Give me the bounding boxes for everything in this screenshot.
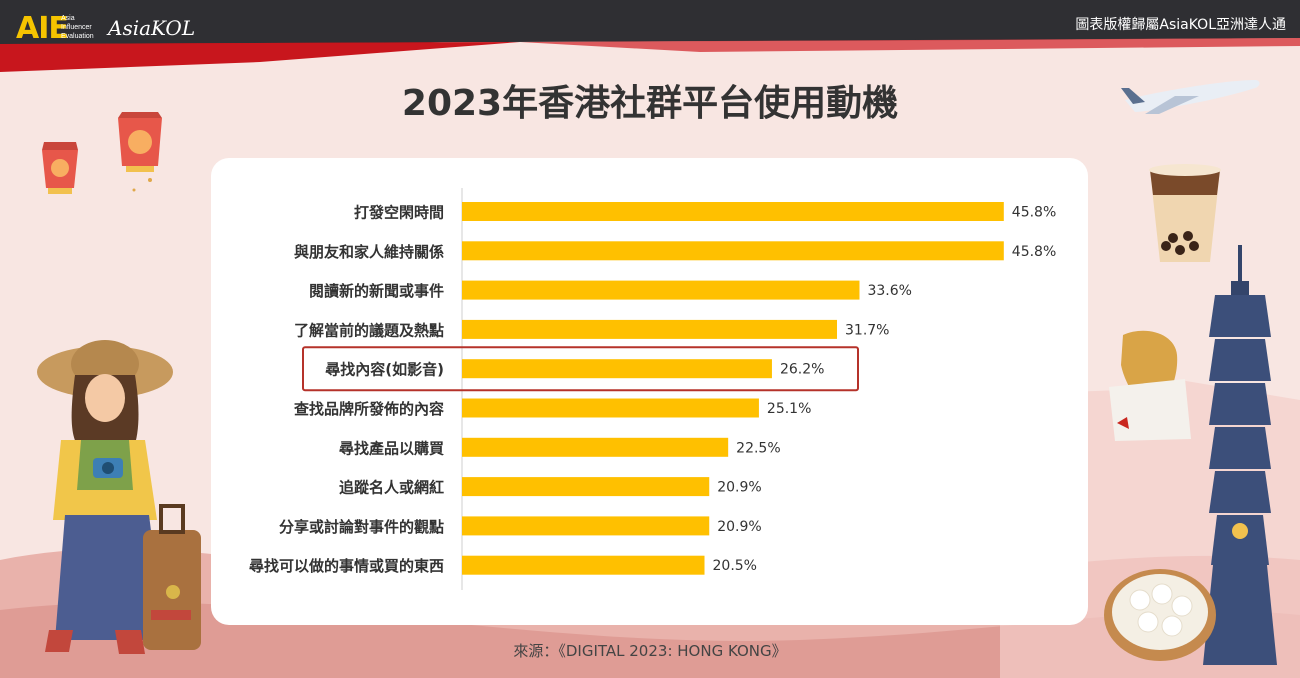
bar [462, 516, 710, 536]
bar [462, 555, 705, 575]
value-label: 20.9% [717, 519, 761, 535]
bar-chart: 打發空閑時間 45.8% 與朋友和家人維持關係 45.8% 閱讀新的新聞或事件 33.6%… [249, 188, 1056, 590]
page-title: 2023年香港社群平台使用動機 [401, 83, 899, 124]
dumplings-icon [1104, 569, 1216, 661]
tower-icon [1203, 245, 1277, 665]
value-label: 45.8% [1012, 244, 1056, 260]
value-label: 33.6% [867, 283, 911, 299]
bar [462, 280, 860, 300]
bar [462, 241, 1004, 261]
asiakol-logo: AsiaKOL [108, 16, 196, 40]
highlight-box [302, 346, 859, 392]
value-label: 31.7% [845, 322, 889, 338]
source-note: 來源：《DIGITAL 2023: HONG KONG》 [513, 642, 787, 660]
category-label: 查找品牌所發佈的內容 [294, 400, 444, 418]
lantern-icon [42, 112, 162, 194]
bar [462, 398, 759, 418]
bar [462, 202, 1004, 221]
value-label: 45.8% [1012, 205, 1056, 221]
category-label: 追蹤名人或網紅 [339, 479, 444, 497]
copyright-text: 圖表版權歸屬AsiaKOL亞洲達人通 [1075, 17, 1286, 33]
aie-logo: AIE [16, 11, 69, 46]
value-label: 25.1% [767, 401, 811, 417]
category-label: 了解當前的議題及熱點 [294, 321, 444, 339]
chart-card: 打發空閑時間 45.8% 與朋友和家人維持關係 45.8% 閱讀新的新聞或事件 33.6%… [211, 158, 1088, 625]
airplane-icon [1121, 80, 1260, 114]
bar [462, 437, 729, 457]
value-label: 20.5% [713, 558, 757, 574]
bar [462, 359, 772, 379]
bubble-tea-icon [1149, 164, 1221, 262]
fried-chicken-icon [1109, 330, 1191, 441]
traveler-illustration [37, 340, 201, 654]
bar [462, 319, 838, 339]
category-label: 尋找可以做的事情或買的東西 [249, 557, 444, 575]
category-label: 分享或討論對事件的觀點 [279, 518, 444, 536]
bar [462, 477, 710, 497]
value-label: 20.9% [717, 480, 761, 496]
category-label: 閱讀新的新聞或事件 [309, 282, 444, 300]
category-label: 與朋友和家人維持關係 [294, 243, 444, 261]
category-label: 尋找產品以購買 [339, 439, 444, 457]
value-label: 26.2% [780, 362, 824, 378]
aie-logo-subtitle: Asia Influencer Evaluation [61, 15, 94, 40]
category-label: 打發空閑時間 [354, 204, 444, 222]
header-bar [0, 0, 1300, 72]
value-label: 22.5% [736, 440, 780, 456]
category-label: 尋找內容(如影音) [325, 361, 444, 379]
